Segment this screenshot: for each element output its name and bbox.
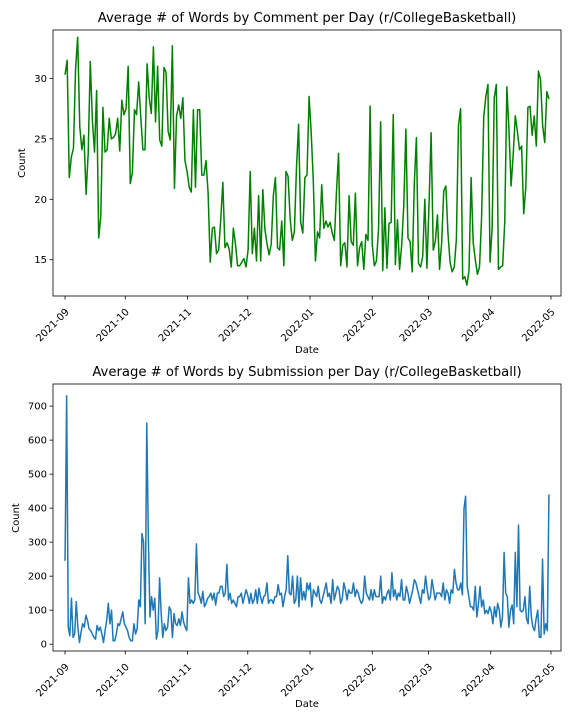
x-tick-label: 2022-04 <box>460 662 497 699</box>
x-tick-label: 2022-02 <box>342 307 379 344</box>
y-tick-label: 500 <box>28 470 47 481</box>
y-tick-label: 20 <box>34 195 47 206</box>
y-ticks: 15 20 25 30 <box>34 74 53 266</box>
y-axis-label: Count <box>17 148 28 178</box>
x-tick-label: 2021-11 <box>157 662 194 699</box>
y-tick-label: 0 <box>41 640 47 651</box>
chart-top: Average # of Words by Comment per Day (r… <box>17 11 562 356</box>
plot-frame <box>52 29 562 297</box>
x-tick-label: 2021-10 <box>95 307 132 344</box>
x-tick-label: 2022-03 <box>398 307 435 344</box>
y-tick-label: 600 <box>28 436 47 447</box>
x-tick-label: 2021-12 <box>217 307 254 344</box>
data-line <box>64 36 550 286</box>
y-tick-label: 200 <box>28 572 47 583</box>
x-tick-label: 2022-05 <box>520 662 557 699</box>
x-tick-label: 2022-01 <box>279 662 316 699</box>
x-tick-label: 2021-09 <box>34 307 71 344</box>
x-tick-label: 2022-02 <box>342 662 379 699</box>
y-tick-label: 100 <box>28 606 47 617</box>
x-axis-label: Date <box>295 345 319 356</box>
x-tick-label: 2022-04 <box>460 307 497 344</box>
y-axis-label: Count <box>11 503 22 533</box>
x-ticks: 2021-09 2021-10 2021-11 2021-12 2022-01 2022-… <box>34 651 558 699</box>
y-ticks: 0 100 200 300 400 500 600 700 <box>28 402 53 651</box>
x-tick-label: 2021-11 <box>157 307 194 344</box>
data-line <box>64 395 550 644</box>
x-ticks: 2021-09 2021-10 2021-11 2021-12 2022-01 2022-… <box>34 296 558 344</box>
y-tick-label: 25 <box>34 134 47 145</box>
chart-bottom: Average # of Words by Submission per Day… <box>11 365 562 710</box>
y-tick-label: 300 <box>28 538 47 549</box>
x-tick-label: 2021-09 <box>34 662 71 699</box>
y-tick-label: 700 <box>28 402 47 413</box>
y-tick-label: 400 <box>28 504 47 515</box>
y-tick-label: 30 <box>34 74 47 85</box>
plot-frame <box>52 383 562 652</box>
x-tick-label: 2021-10 <box>95 662 132 699</box>
x-tick-label: 2022-01 <box>279 307 316 344</box>
x-tick-label: 2021-12 <box>217 662 254 699</box>
x-tick-label: 2022-03 <box>398 662 435 699</box>
y-tick-label: 15 <box>34 255 47 266</box>
x-axis-label: Date <box>295 699 319 710</box>
x-tick-label: 2022-05 <box>520 307 557 344</box>
chart-title: Average # of Words by Submission per Day… <box>92 365 521 380</box>
chart-title: Average # of Words by Comment per Day (r… <box>98 11 517 26</box>
